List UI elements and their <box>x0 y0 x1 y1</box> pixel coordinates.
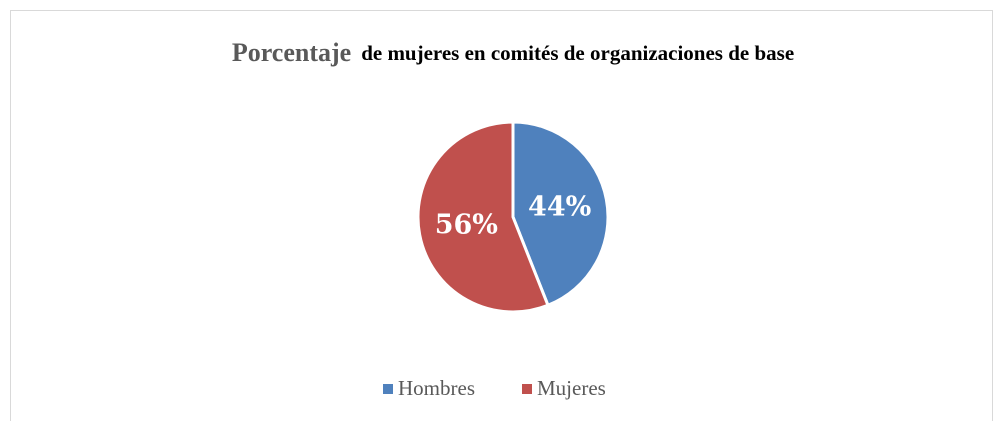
legend-label: Hombres <box>398 376 475 400</box>
chart-title: Porcentaje de mujeres en comités de orga… <box>232 38 794 67</box>
title-rest: de mujeres en comités de organizaciones … <box>361 41 794 65</box>
legend-swatch <box>383 384 393 394</box>
title-lead: Porcentaje <box>232 38 351 67</box>
legend-label: Mujeres <box>537 376 606 400</box>
pie-slice <box>416 120 550 314</box>
legend-swatch <box>522 384 532 394</box>
data-label: 56% <box>435 209 498 240</box>
data-label: 44% <box>528 192 591 223</box>
pie-slice <box>511 120 610 308</box>
